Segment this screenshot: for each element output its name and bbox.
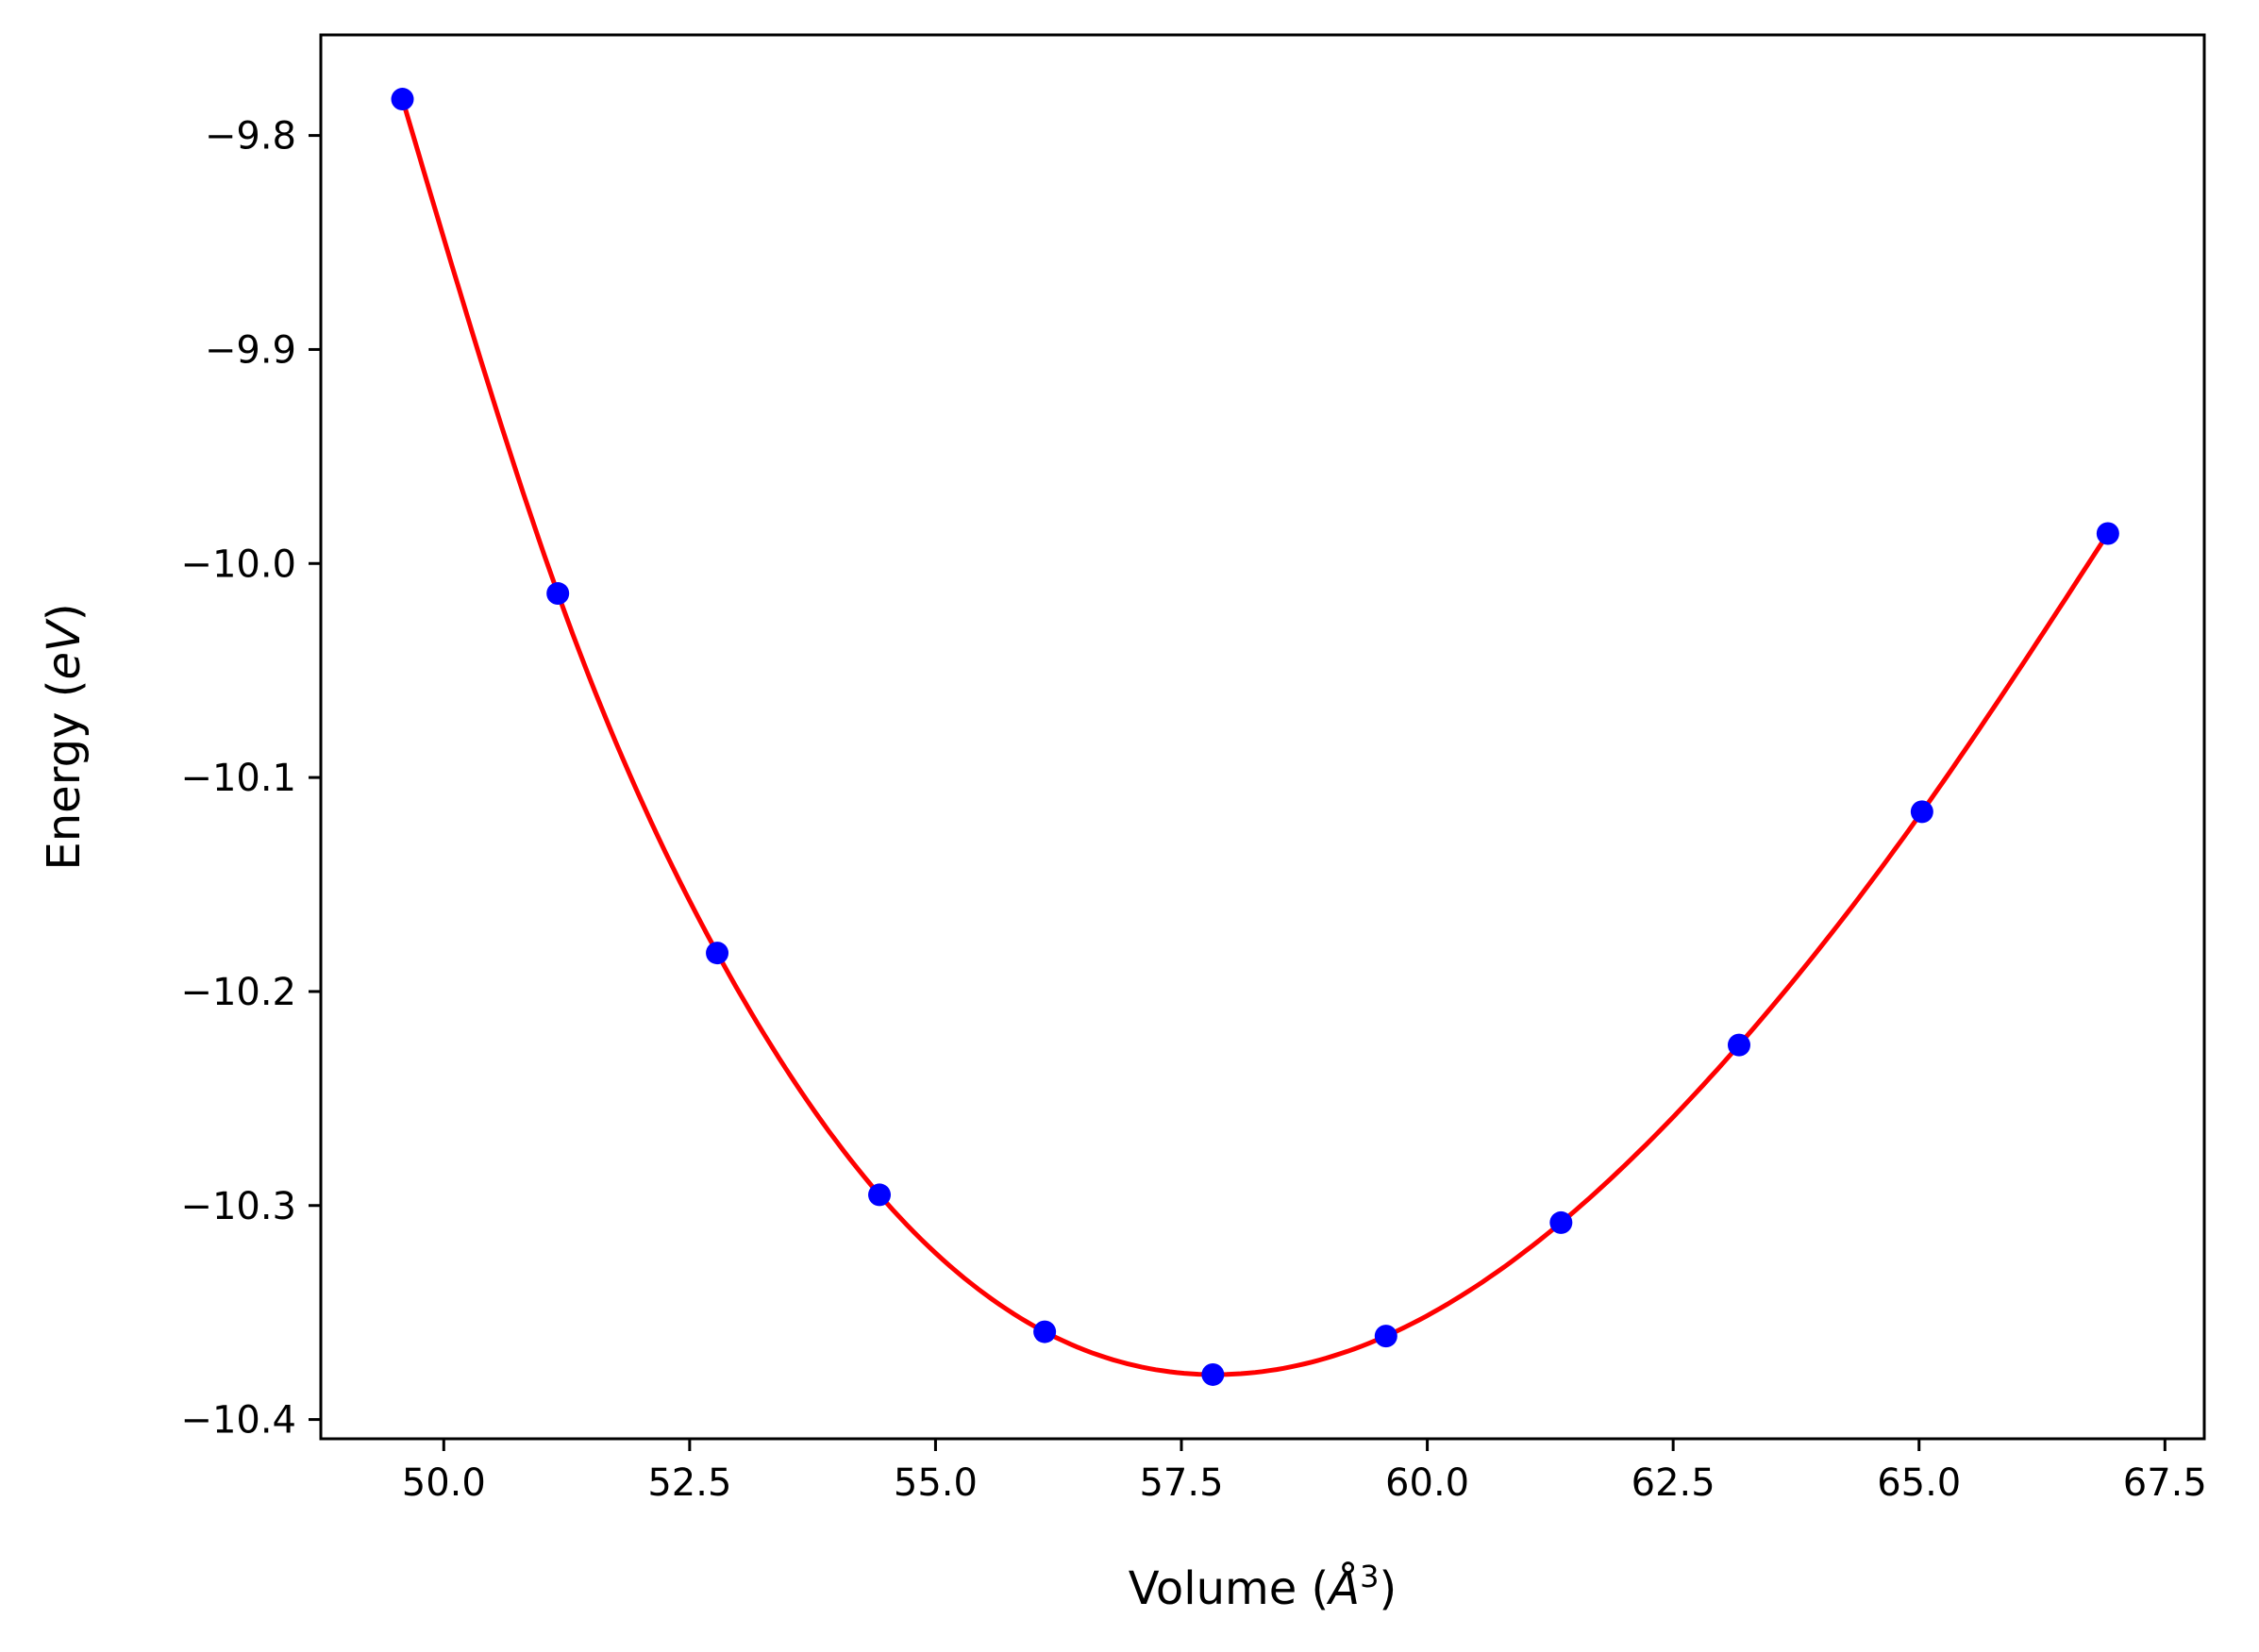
x-axis-label-unit: Å	[1326, 1561, 1360, 1615]
x-tick-label: 62.5	[1632, 1461, 1715, 1505]
data-point	[2096, 522, 2119, 545]
data-point	[1549, 1210, 1573, 1234]
y-tick-label: −10.2	[180, 971, 296, 1014]
data-point	[1910, 800, 1933, 824]
plot-frame	[319, 33, 2206, 1441]
y-tick-label: −10.4	[180, 1399, 296, 1443]
y-tick-label: −10.0	[180, 542, 296, 586]
x-axis-label-text: Volume (	[1129, 1562, 1330, 1615]
data-point	[868, 1183, 892, 1207]
plot-layer	[391, 88, 2119, 1386]
data-point	[1727, 1033, 1750, 1057]
y-tick-label: −10.1	[180, 757, 296, 800]
x-tick-label: 57.5	[1139, 1461, 1223, 1505]
y-axis-label: Energy (eV)	[38, 603, 91, 870]
y-tick-label: −9.9	[205, 328, 296, 372]
y-tick-label: −10.3	[180, 1185, 296, 1228]
data-point	[546, 582, 570, 606]
y-axis-label-unit: eV	[38, 618, 91, 680]
data-point	[1033, 1320, 1057, 1343]
y-axis-label-close: )	[38, 603, 91, 621]
ticks-layer: 50.0 52.5 55.0 57.5 60.0 62.5 65.0 67.5 −9.8 −9.9…	[180, 115, 2206, 1505]
x-tick-label: 65.0	[1877, 1461, 1961, 1505]
x-axis-label-close: )	[1379, 1562, 1397, 1615]
data-point	[391, 88, 414, 111]
x-tick-label: 67.5	[2123, 1461, 2207, 1505]
data-point	[1374, 1325, 1397, 1348]
x-tick-label: 60.0	[1385, 1461, 1469, 1505]
y-tick-label: −9.8	[205, 115, 296, 159]
data-point	[1201, 1362, 1225, 1386]
x-tick-label: 55.0	[894, 1461, 978, 1505]
x-tick-label: 50.0	[402, 1461, 486, 1505]
x-axis-label-exponent: 3	[1360, 1559, 1379, 1594]
x-axis-label: Volume (Å3)	[1129, 1559, 1397, 1615]
data-point	[706, 942, 729, 965]
fit-curve	[400, 98, 2110, 1377]
x-tick-label: 52.5	[647, 1461, 731, 1505]
y-axis-label-text: Energy (	[38, 680, 91, 871]
